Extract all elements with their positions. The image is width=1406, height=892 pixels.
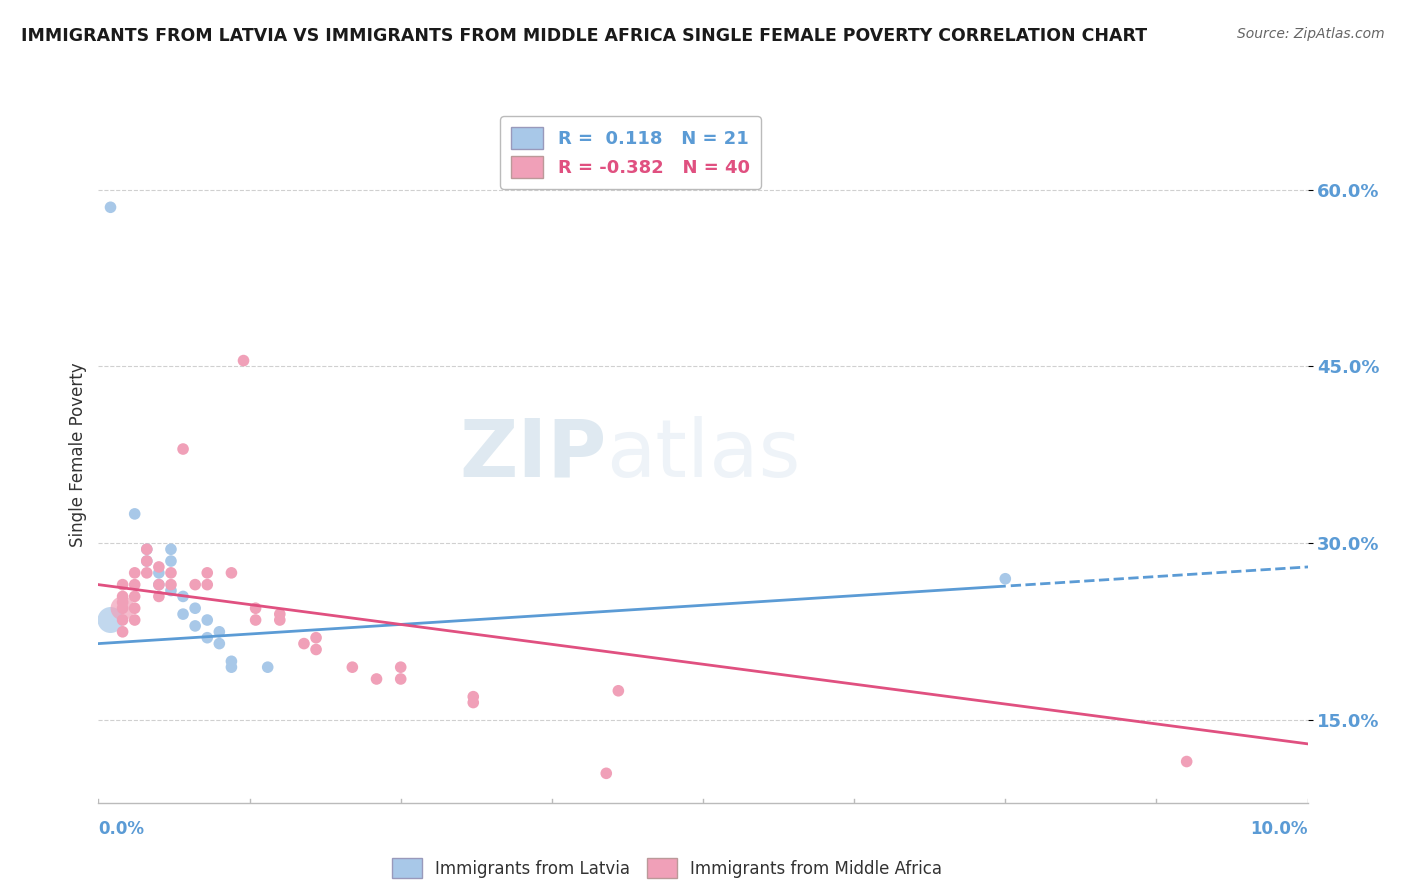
Text: atlas: atlas bbox=[606, 416, 800, 494]
Point bbox=[195, 631, 218, 645]
Point bbox=[160, 577, 183, 591]
Point bbox=[135, 566, 157, 580]
Point bbox=[305, 631, 328, 645]
Point bbox=[184, 577, 207, 591]
Point bbox=[160, 542, 183, 557]
Point bbox=[148, 560, 170, 574]
Point bbox=[172, 607, 194, 621]
Point bbox=[148, 590, 170, 604]
Point bbox=[245, 601, 267, 615]
Point bbox=[124, 613, 146, 627]
Point bbox=[124, 507, 146, 521]
Point bbox=[160, 554, 183, 568]
Point bbox=[208, 624, 231, 639]
Point bbox=[135, 542, 157, 557]
Point bbox=[111, 595, 134, 609]
Point bbox=[208, 637, 231, 651]
Point bbox=[221, 566, 243, 580]
Text: 10.0%: 10.0% bbox=[1250, 820, 1308, 838]
Point bbox=[256, 660, 278, 674]
Point bbox=[342, 660, 364, 674]
Point bbox=[111, 590, 134, 604]
Y-axis label: Single Female Poverty: Single Female Poverty bbox=[69, 363, 87, 547]
Point bbox=[1175, 755, 1198, 769]
Text: Source: ZipAtlas.com: Source: ZipAtlas.com bbox=[1237, 27, 1385, 41]
Point bbox=[232, 353, 254, 368]
Point bbox=[124, 590, 146, 604]
Point bbox=[160, 566, 183, 580]
Point bbox=[595, 766, 617, 780]
Point bbox=[160, 583, 183, 598]
Point bbox=[389, 660, 412, 674]
Point bbox=[148, 577, 170, 591]
Point bbox=[100, 200, 122, 214]
Point bbox=[463, 690, 485, 704]
Point bbox=[111, 601, 134, 615]
Point bbox=[111, 601, 134, 615]
Point bbox=[148, 566, 170, 580]
Point bbox=[221, 660, 243, 674]
Point bbox=[111, 577, 134, 591]
Point bbox=[305, 642, 328, 657]
Point bbox=[269, 613, 291, 627]
Point bbox=[111, 624, 134, 639]
Point bbox=[607, 683, 630, 698]
Point bbox=[994, 572, 1017, 586]
Point bbox=[124, 577, 146, 591]
Point bbox=[184, 601, 207, 615]
Point bbox=[221, 654, 243, 668]
Point bbox=[366, 672, 388, 686]
Point bbox=[245, 613, 267, 627]
Point bbox=[135, 554, 157, 568]
Point bbox=[111, 613, 134, 627]
Point bbox=[292, 637, 315, 651]
Legend: Immigrants from Latvia, Immigrants from Middle Africa: Immigrants from Latvia, Immigrants from … bbox=[385, 851, 949, 885]
Point bbox=[195, 566, 218, 580]
Point bbox=[463, 696, 485, 710]
Point bbox=[172, 442, 194, 456]
Point bbox=[172, 590, 194, 604]
Point bbox=[135, 542, 157, 557]
Point bbox=[195, 613, 218, 627]
Text: ZIP: ZIP bbox=[458, 416, 606, 494]
Point bbox=[100, 613, 122, 627]
Point bbox=[135, 554, 157, 568]
Point bbox=[195, 577, 218, 591]
Point bbox=[124, 566, 146, 580]
Point bbox=[148, 577, 170, 591]
Point bbox=[389, 672, 412, 686]
Point bbox=[124, 601, 146, 615]
Point bbox=[269, 607, 291, 621]
Point bbox=[184, 619, 207, 633]
Text: 0.0%: 0.0% bbox=[98, 820, 145, 838]
Text: IMMIGRANTS FROM LATVIA VS IMMIGRANTS FROM MIDDLE AFRICA SINGLE FEMALE POVERTY CO: IMMIGRANTS FROM LATVIA VS IMMIGRANTS FRO… bbox=[21, 27, 1147, 45]
